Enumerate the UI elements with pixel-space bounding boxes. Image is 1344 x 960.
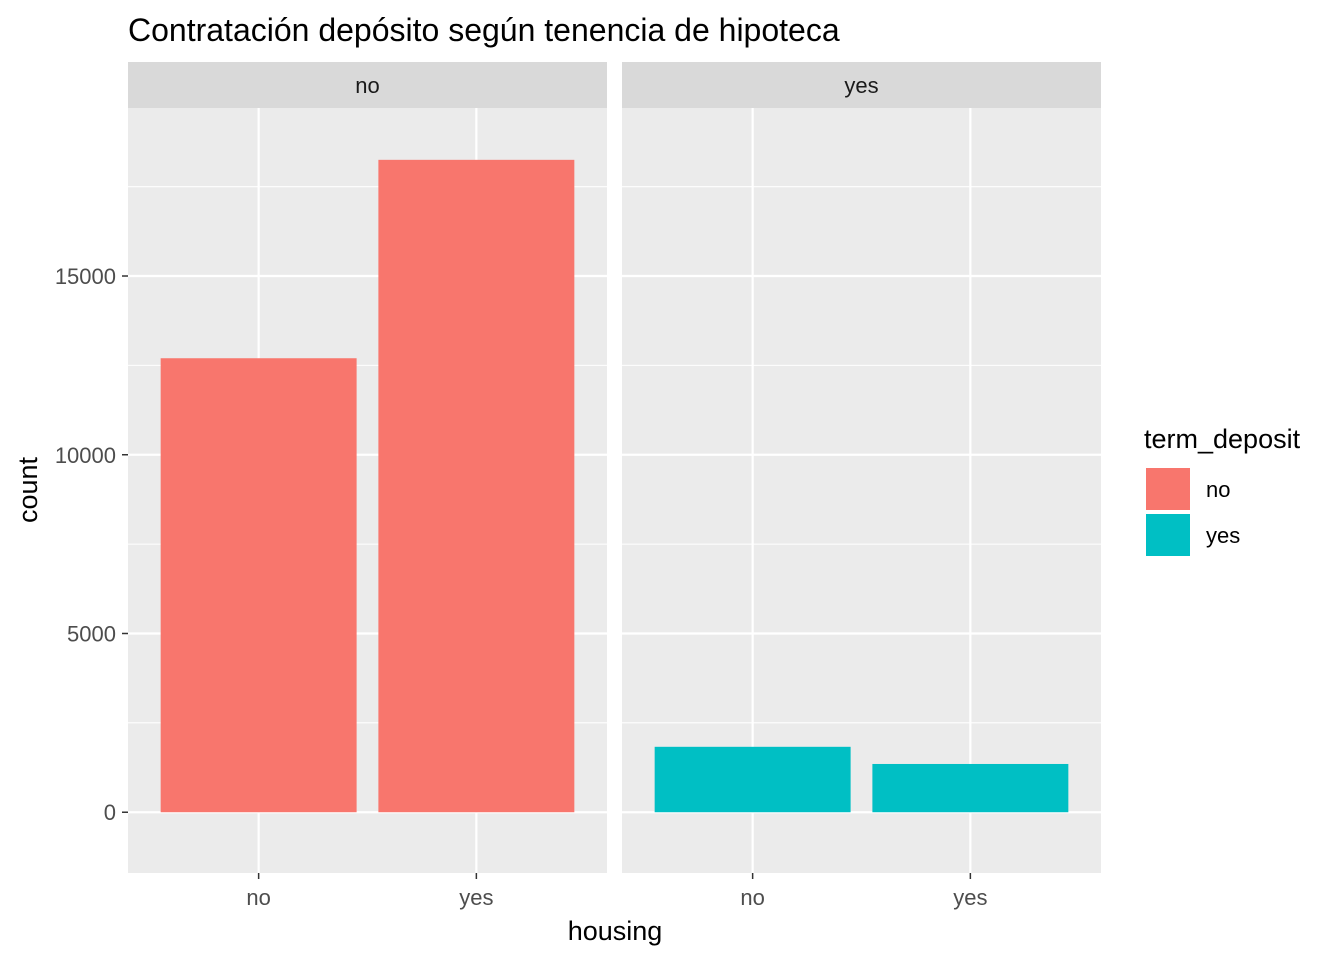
bar-yes-no [654,746,851,813]
facet-panels: no yes no no yes yes [128,62,1101,910]
legend-key-yes [1144,512,1192,558]
facet-panel-yes: no yes yes [622,62,1101,910]
legend-label-no: no [1206,477,1230,502]
x-tick-label: yes [459,885,493,910]
facet-strip-label: yes [844,73,878,98]
legend-key-no [1144,466,1192,512]
bar-no-yes [378,159,575,813]
x-tick-label: no [246,885,270,910]
y-axis-title: count [13,456,43,523]
chart-title: Contratación depósito según tenencia de … [128,12,840,48]
y-tick-label: 0 [104,800,116,825]
x-tick-label: no [740,885,764,910]
panel-background [622,108,1101,873]
y-tick-label: 10000 [55,443,116,468]
facet-strip [622,62,1101,108]
facet-strip [128,62,607,108]
x-tick-label: yes [953,885,987,910]
legend: term_deposit no yes [1144,424,1301,558]
facet-panel-no: no yes no [128,62,607,910]
facet-strip-label: no [355,73,379,98]
x-axis-title: housing [568,916,663,946]
legend-title: term_deposit [1144,424,1301,454]
legend-label-yes: yes [1206,523,1240,548]
bar-no-no [160,358,357,813]
y-tick-label: 5000 [67,621,116,646]
y-axis: 0 5000 10000 15000 [55,264,128,825]
y-tick-label: 15000 [55,264,116,289]
bar-yes-yes [872,763,1069,813]
